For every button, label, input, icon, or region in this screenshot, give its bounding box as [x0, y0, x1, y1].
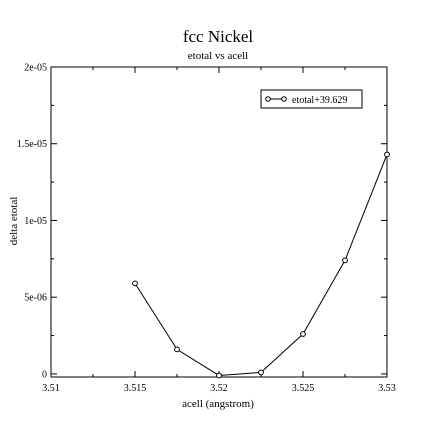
data-point	[384, 151, 390, 158]
data-point	[216, 372, 222, 379]
data-point	[300, 331, 306, 337]
legend: etotal+39.629	[260, 89, 363, 109]
data-point	[174, 346, 180, 353]
y-tick-label: 2e-05	[24, 63, 47, 74]
x-axis-label: acell (angstrom)	[182, 398, 254, 410]
x-tick-label: 3.51	[42, 383, 60, 394]
plot-frame	[50, 66, 388, 378]
series-line	[134, 154, 388, 376]
legend-marker-right	[281, 96, 287, 102]
x-tick-label: 3.515	[124, 383, 147, 394]
data-point	[258, 369, 264, 376]
legend-box	[260, 89, 363, 109]
data-point	[132, 280, 138, 287]
legend-label: etotal+39.629	[292, 95, 347, 106]
data-point	[342, 257, 348, 264]
plot-area	[50, 66, 388, 378]
y-tick-label: 1e-05	[24, 216, 47, 227]
x-tick-label: 3.525	[292, 383, 315, 394]
y-axis-label: delta etotal	[8, 197, 20, 246]
chart-subtitle: etotal vs acell	[188, 50, 248, 62]
x-tick-label: 3.53	[378, 383, 396, 394]
y-tick-label: 5e-06	[24, 293, 47, 304]
y-tick-label: 1.5e-05	[17, 139, 47, 150]
data-series	[132, 151, 390, 379]
chart-title: fcc Nickel	[183, 27, 254, 46]
y-tick-label: 0	[42, 369, 47, 380]
legend-marker-left	[265, 96, 271, 102]
axis-ticks: 3.51 3.515 3.52 3.525 3.53 0 5e-06 1e-05 1.5e-05…	[17, 63, 396, 395]
x-tick-label: 3.52	[210, 383, 228, 394]
